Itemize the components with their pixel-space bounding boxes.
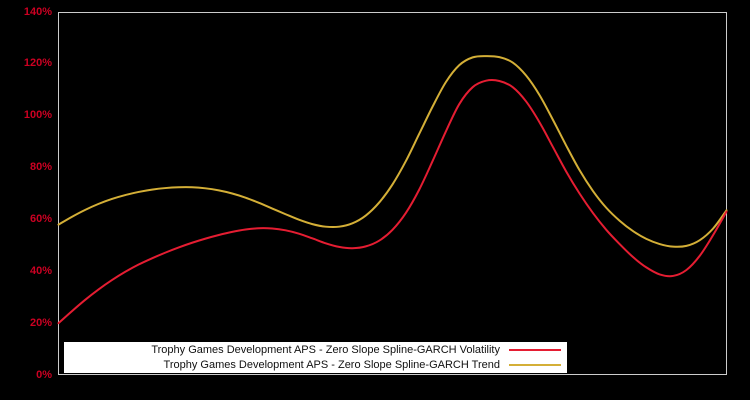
legend-item-volatility: Trophy Games Development APS - Zero Slop… bbox=[64, 343, 567, 358]
y-tick-label: 100% bbox=[23, 109, 52, 122]
legend-label-trend: Trophy Games Development APS - Zero Slop… bbox=[163, 358, 500, 371]
legend-label-volatility: Trophy Games Development APS - Zero Slop… bbox=[151, 343, 500, 356]
legend-item-trend: Trophy Games Development APS - Zero Slop… bbox=[64, 358, 567, 373]
y-tick-label: 20% bbox=[29, 316, 52, 329]
y-tick-label: 140% bbox=[23, 5, 52, 18]
series-line-trend bbox=[57, 55, 728, 248]
plot-frame bbox=[58, 12, 727, 375]
y-tick-label: 60% bbox=[29, 212, 52, 225]
series-layer bbox=[57, 55, 728, 325]
chart-legend: Trophy Games Development APS - Zero Slop… bbox=[63, 341, 568, 374]
y-tick-label: 120% bbox=[23, 57, 52, 70]
legend-swatch-volatility bbox=[509, 349, 561, 351]
y-tick-label: 0% bbox=[36, 368, 52, 381]
legend-swatch-trend bbox=[509, 364, 561, 366]
y-tick-label: 40% bbox=[29, 264, 52, 277]
series-line-volatility bbox=[57, 79, 728, 325]
y-tick-label: 80% bbox=[29, 161, 52, 174]
